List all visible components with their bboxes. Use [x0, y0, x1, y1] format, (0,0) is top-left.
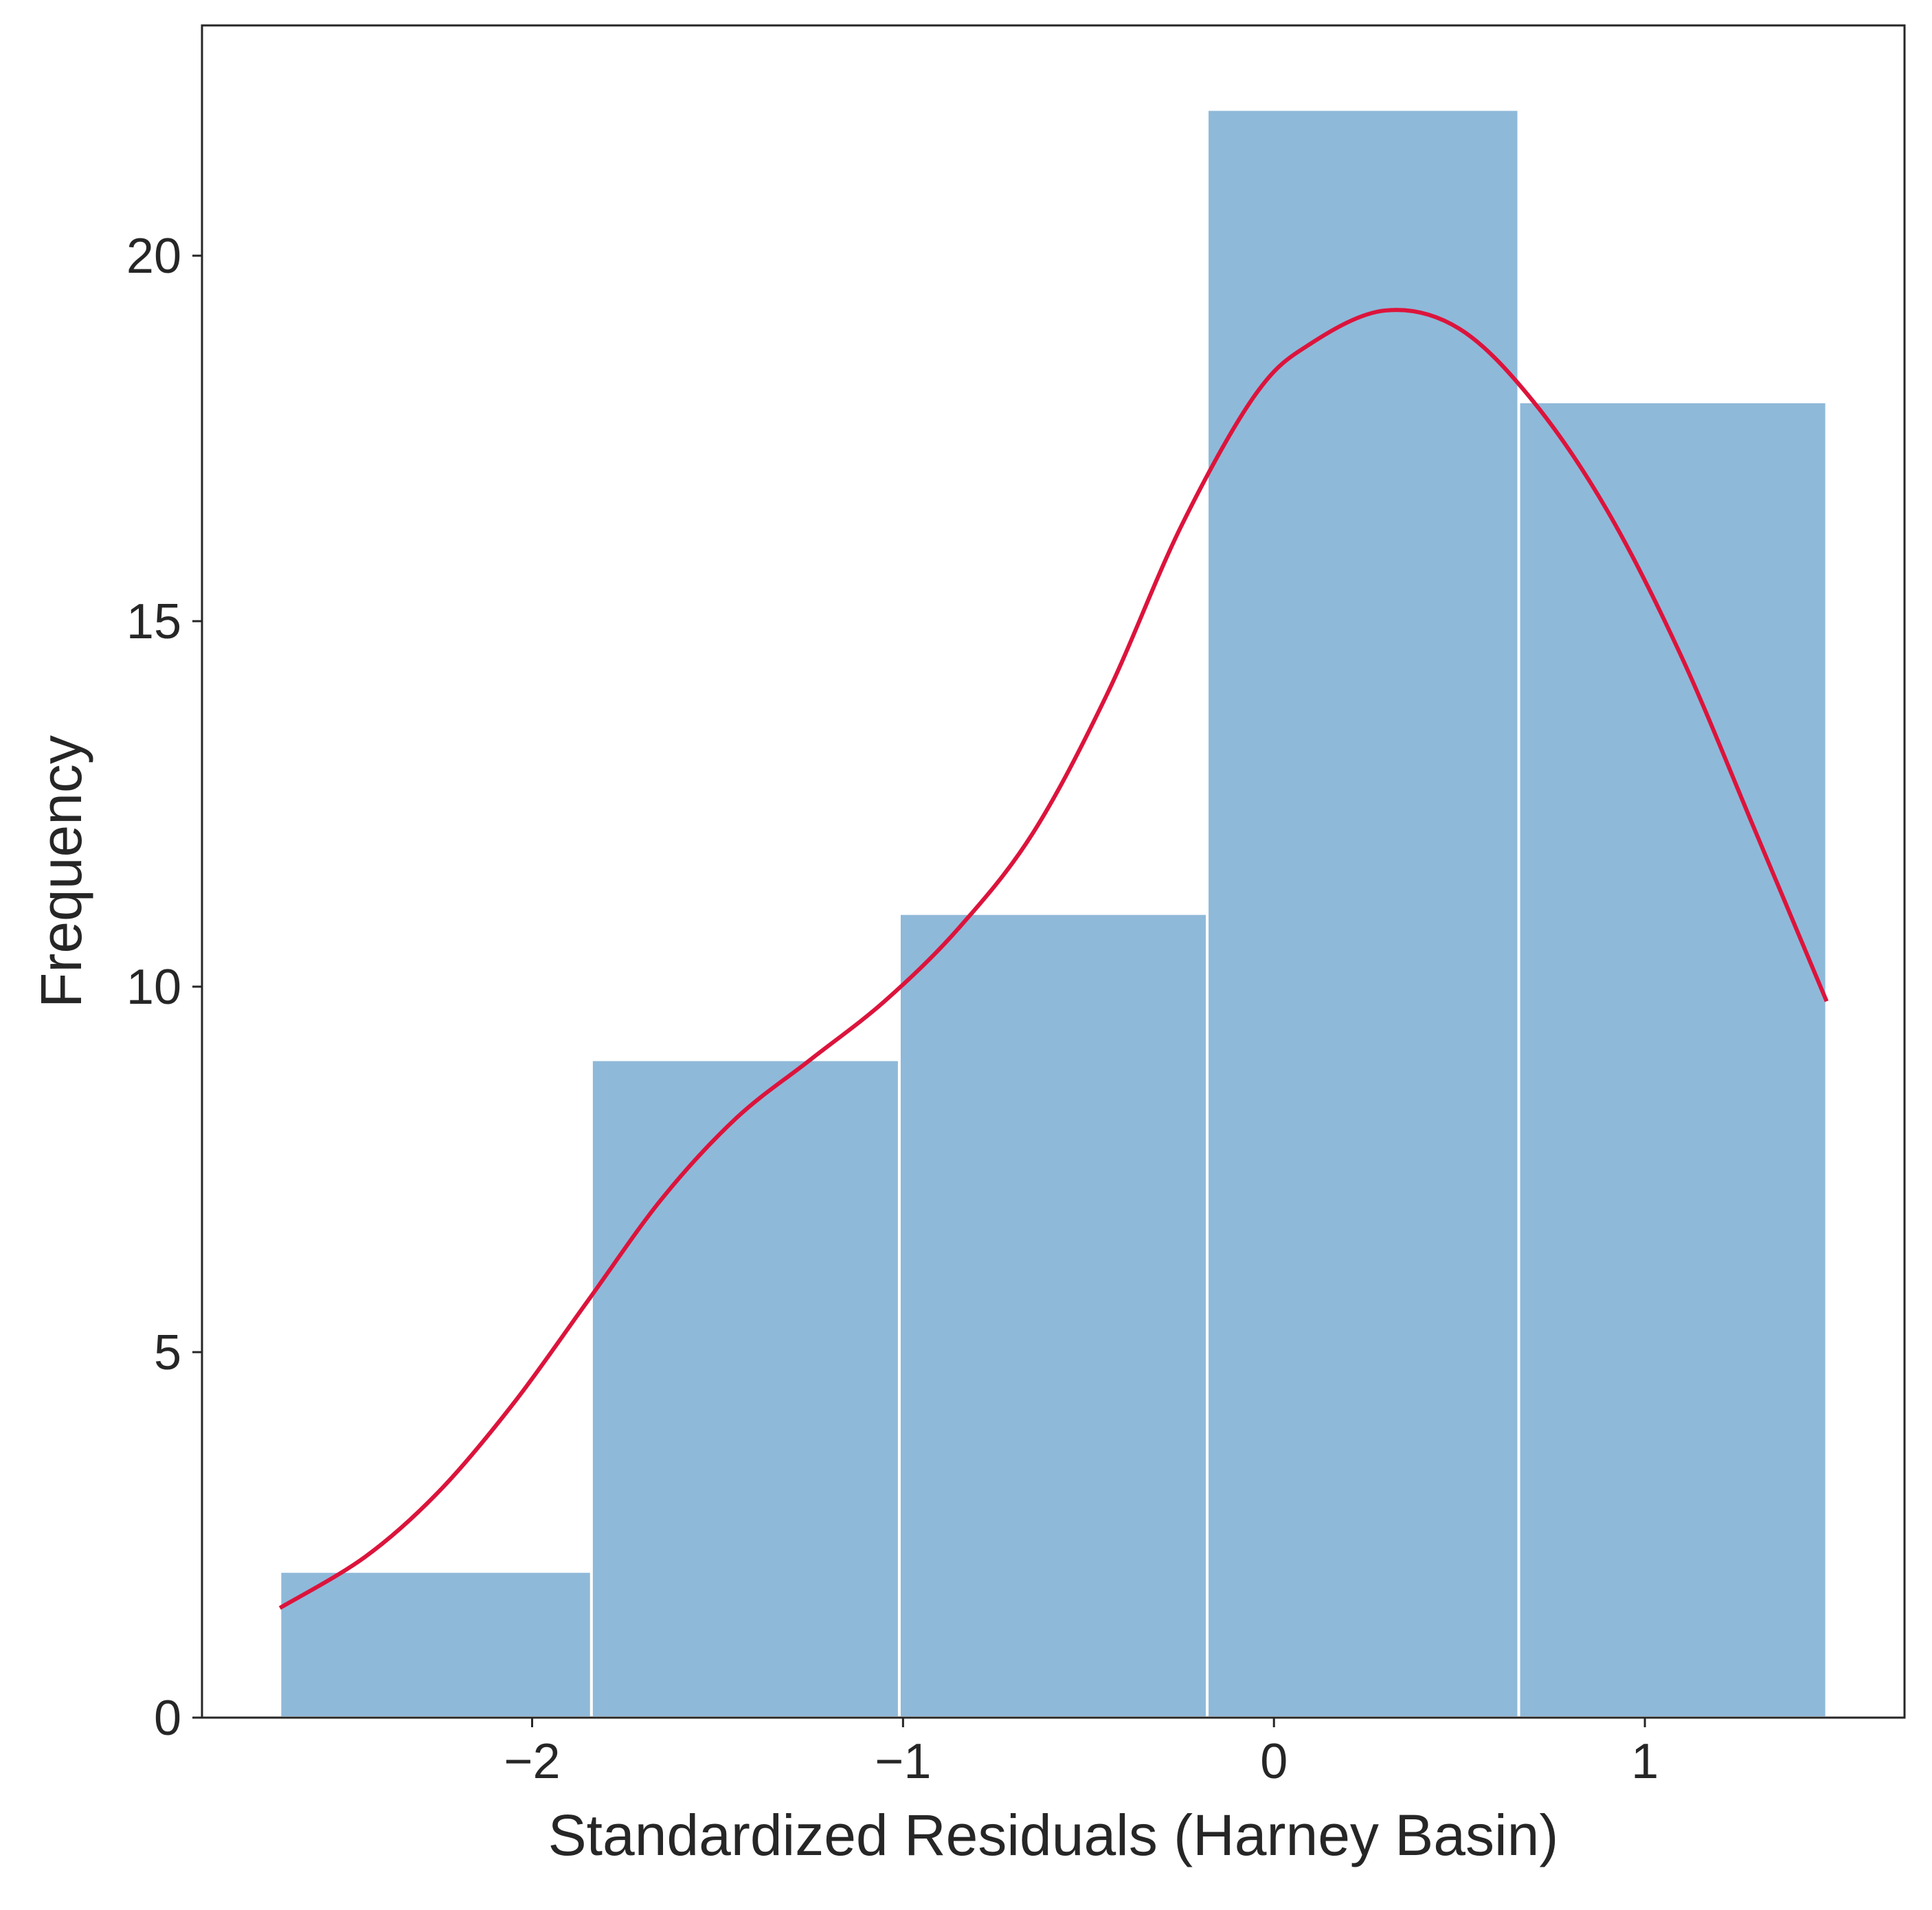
histogram-bar-1 — [278, 1570, 593, 1720]
y-tick-label: 5 — [154, 1325, 181, 1380]
y-tick-label: 0 — [154, 1691, 181, 1746]
histogram-bar-2 — [589, 1058, 901, 1719]
histogram-bar-5 — [1517, 400, 1828, 1719]
y-axis-ticks: 0 5 10 15 20 — [126, 229, 202, 1746]
histogram-bars — [278, 108, 1828, 1720]
x-tick-label: −1 — [875, 1734, 931, 1789]
x-tick-label: −2 — [504, 1734, 560, 1789]
x-tick-label: 1 — [1631, 1734, 1659, 1789]
plot-frame — [201, 24, 1906, 1719]
x-axis-ticks: −2 −1 0 1 — [504, 1718, 1659, 1789]
kde-curve — [278, 308, 1829, 1610]
histogram-bar-3 — [897, 912, 1209, 1719]
x-axis-label: Standardized Residuals (Harney Basin) — [548, 1803, 1559, 1867]
y-tick-label: 10 — [126, 960, 181, 1015]
y-axis-label: Frequency — [29, 735, 93, 1008]
x-tick-label: 0 — [1260, 1734, 1288, 1789]
y-tick-label: 20 — [126, 229, 181, 284]
histogram-bar-4 — [1206, 108, 1520, 1719]
y-tick-label: 15 — [126, 594, 181, 649]
